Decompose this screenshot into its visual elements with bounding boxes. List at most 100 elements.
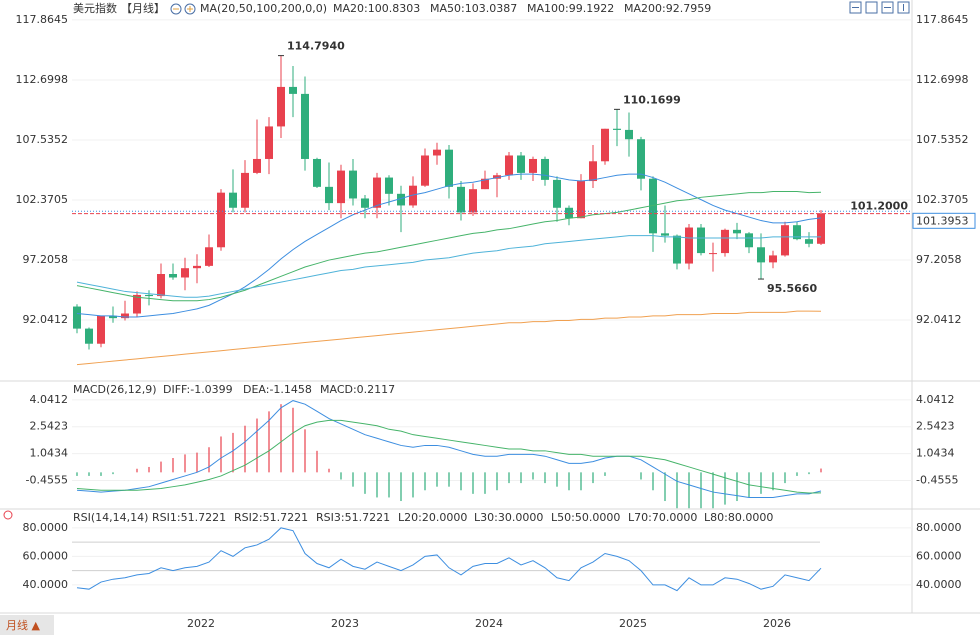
y-tick-label: 1.0434 <box>916 447 955 460</box>
x-tick-label: 2023 <box>331 617 359 630</box>
series-line <box>76 310 822 366</box>
y-tick-label: 40.0000 <box>23 578 69 591</box>
candle-body <box>409 185 417 206</box>
y-tick-label: 4.0412 <box>916 393 955 406</box>
y-tick-label: 2.5423 <box>916 420 955 433</box>
candle-body <box>133 294 141 314</box>
candle-body <box>457 186 465 213</box>
candle-body <box>661 233 669 236</box>
tool-icon[interactable] <box>881 1 894 14</box>
candle-body <box>169 274 177 278</box>
period-button[interactable] <box>0 615 54 635</box>
candle-body <box>481 178 489 190</box>
y-tick-label: -0.4555 <box>26 474 68 487</box>
tool-icon[interactable] <box>865 1 878 14</box>
legend-label: RSI3:51.7221 <box>316 511 390 524</box>
price-line-label: 101.2000 <box>850 200 908 213</box>
candle-body <box>517 155 525 173</box>
price-box <box>912 212 976 229</box>
candle-body <box>373 177 381 208</box>
candle-body <box>685 227 693 264</box>
y-tick-label: 102.3705 <box>916 193 969 206</box>
candle-body <box>565 207 573 219</box>
y-tick-label: 107.5352 <box>16 133 69 146</box>
zoom-icons[interactable] <box>170 3 196 15</box>
candle-body <box>649 178 657 234</box>
x-tick-label: 2026 <box>763 617 791 630</box>
candle-body <box>277 86 285 127</box>
candle-body <box>529 158 537 173</box>
candle-body <box>805 239 813 244</box>
candle-body <box>757 247 765 263</box>
tool-icon[interactable] <box>897 1 910 14</box>
y-tick-label: 117.8645 <box>16 13 69 26</box>
y-tick-label: 112.6998 <box>16 73 69 86</box>
tool-icon[interactable] <box>849 1 862 14</box>
period-button-label[interactable]: 月线 ▲ <box>6 618 40 632</box>
level-label: L30:30.0000 <box>474 511 543 524</box>
level-label: L80:80.0000 <box>704 511 773 524</box>
y-tick-label: 117.8645 <box>916 13 969 26</box>
zoom-in-icon[interactable] <box>184 3 196 15</box>
y-tick-label: 102.3705 <box>16 193 69 206</box>
candle-body <box>385 177 393 194</box>
y-tick-label: 80.0000 <box>916 521 962 534</box>
candle-body <box>337 170 345 204</box>
legend-label: DEA:-1.1458 <box>243 383 312 396</box>
candle-body <box>697 227 705 254</box>
candle-body <box>469 189 477 213</box>
legend-label: MA100:99.1922 <box>527 2 614 15</box>
candle-body <box>253 158 261 173</box>
candle-body <box>313 158 321 187</box>
extreme-label: 95.5660 <box>767 282 817 295</box>
candle-body <box>421 155 429 186</box>
candle-body <box>265 126 273 159</box>
level-label: L50:50.0000 <box>551 511 620 524</box>
series-line <box>76 191 822 302</box>
candle-body <box>745 233 753 248</box>
candle-body <box>601 128 609 162</box>
candle-body <box>709 253 717 255</box>
candle-body <box>193 265 201 269</box>
y-tick-label: -0.4555 <box>916 474 958 487</box>
candle-body <box>793 225 801 240</box>
extreme-label: 114.7940 <box>287 40 345 53</box>
y-tick-label: 92.0412 <box>23 313 69 326</box>
y-tick-label: 2.5423 <box>30 420 69 433</box>
candle-body <box>121 313 129 319</box>
candle-body <box>673 235 681 264</box>
y-tick-label: 4.0412 <box>30 393 69 406</box>
candle-body <box>541 158 549 180</box>
candle-body <box>181 268 189 278</box>
candle-body <box>301 93 309 159</box>
candle-body <box>625 129 633 140</box>
settings-icon[interactable] <box>3 510 13 520</box>
x-tick-label: 2022 <box>187 617 215 630</box>
candle-body <box>505 155 513 176</box>
y-tick-label: 1.0434 <box>30 447 69 460</box>
zoom-out-icon[interactable] <box>170 3 182 15</box>
candle-body <box>229 192 237 208</box>
price-box-label: 101.3953 <box>916 214 969 227</box>
candle-body <box>781 225 789 256</box>
candle-body <box>553 179 561 208</box>
legend-label: MA20:100.8303 <box>333 2 420 15</box>
candle-body <box>817 213 825 244</box>
level-label: L20:20.0000 <box>398 511 467 524</box>
candle-body <box>433 149 441 156</box>
y-tick-label: 80.0000 <box>23 521 69 534</box>
candle-body <box>361 198 369 208</box>
candle-body <box>493 175 501 179</box>
candle-body <box>733 229 741 234</box>
candle-body <box>577 181 585 219</box>
candle-body <box>73 306 81 329</box>
y-tick-label: 97.2058 <box>916 253 962 266</box>
candle-body <box>205 247 213 266</box>
candle-body <box>769 255 777 263</box>
x-tick-label: 2025 <box>619 617 647 630</box>
candle-body <box>325 186 333 204</box>
legend-label: MACD:0.2117 <box>320 383 395 396</box>
candle-body <box>397 193 405 206</box>
panel-title: MACD(26,12,9) <box>73 383 157 396</box>
